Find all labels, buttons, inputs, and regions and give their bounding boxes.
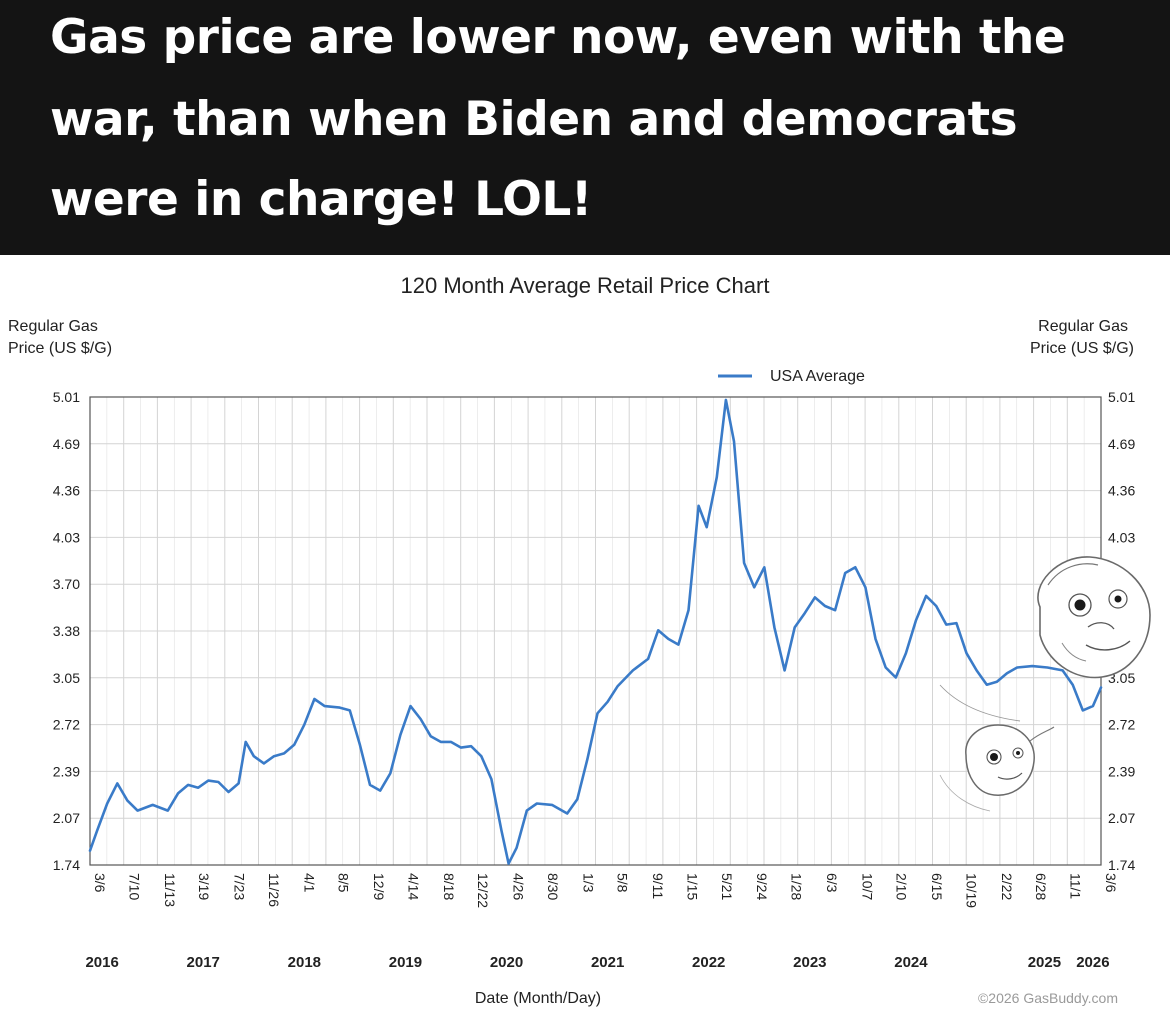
x-tick-label-17: 1/15 — [684, 873, 700, 900]
x-tick-label-23: 2/10 — [894, 873, 910, 900]
x-tick-label-13: 8/30 — [545, 873, 561, 900]
x-axis-label: Date (Month/Day) — [475, 990, 601, 1007]
y-tick-label-left-3: 4.03 — [53, 529, 80, 545]
x-tick-label-25: 10/19 — [963, 873, 979, 908]
x-tick-label-15: 5/8 — [615, 873, 631, 893]
year-label-2021: 2021 — [591, 954, 624, 971]
x-tick-label-6: 4/1 — [301, 873, 317, 893]
y-tick-label-right-2: 4.36 — [1108, 483, 1135, 499]
x-tick-label-28: 11/1 — [1068, 873, 1084, 899]
y-tick-label-left-8: 2.39 — [53, 763, 80, 779]
y-tick-label-left-4: 3.70 — [53, 576, 80, 592]
year-label-2023: 2023 — [793, 954, 826, 971]
x-tick-label-24: 6/15 — [929, 873, 945, 900]
year-label-2017: 2017 — [187, 954, 220, 971]
x-tick-label-2: 11/13 — [162, 873, 178, 907]
year-label-2022: 2022 — [692, 954, 725, 971]
x-tick-label-10: 8/18 — [441, 873, 457, 900]
x-tick-label-7: 8/5 — [336, 873, 352, 893]
caption-bar: Gas price are lower now, even with the w… — [0, 0, 1170, 255]
x-tick-label-19: 9/24 — [754, 873, 770, 900]
year-label-2024: 2024 — [894, 954, 928, 971]
sketch-face-small — [939, 684, 1055, 812]
y-tick-label-right-8: 2.39 — [1108, 763, 1135, 779]
copyright-text: ©2026 GasBuddy.com — [978, 990, 1118, 1006]
y-tick-label-left-10: 1.74 — [53, 857, 80, 873]
x-tick-label-20: 1/28 — [789, 873, 805, 900]
y-tick-label-right-10: 1.74 — [1108, 857, 1135, 873]
y-axis-label-left-line-1: Regular Gas — [8, 318, 98, 335]
y-tick-label-right-0: 5.01 — [1108, 389, 1135, 405]
y-tick-label-left-0: 5.01 — [53, 389, 80, 405]
sketch-doodles — [939, 556, 1151, 812]
y-tick-label-left-2: 4.36 — [53, 483, 80, 499]
y-tick-label-right-9: 2.07 — [1108, 810, 1135, 826]
x-tick-label-12: 4/26 — [511, 873, 527, 900]
x-tick-label-26: 2/22 — [999, 873, 1015, 900]
x-tick-label-0: 3/6 — [92, 873, 108, 893]
year-label-2025: 2025 — [1028, 954, 1061, 971]
year-label-2018: 2018 — [288, 954, 321, 971]
y-tick-label-right-1: 4.69 — [1108, 436, 1135, 452]
x-tick-label-8: 12/9 — [371, 873, 387, 900]
y-tick-label-left-1: 4.69 — [53, 436, 80, 452]
y-tick-label-right-7: 2.72 — [1108, 717, 1135, 733]
y-tick-label-left-5: 3.38 — [53, 623, 80, 639]
y-axis-label-left-line-2: Price (US $/G) — [8, 340, 112, 357]
year-label-2019: 2019 — [389, 954, 422, 971]
x-tick-label-21: 6/3 — [824, 873, 840, 893]
legend-label: USA Average — [770, 368, 865, 385]
x-tick-label-5: 11/26 — [266, 873, 282, 907]
year-label-2016: 2016 — [85, 954, 118, 971]
x-tick-label-3: 3/19 — [196, 873, 212, 900]
year-label-2020: 2020 — [490, 954, 523, 971]
x-tick-label-29: 3/6 — [1103, 873, 1119, 893]
y-tick-label-left-7: 2.72 — [53, 717, 80, 733]
chart-svg: 120 Month Average Retail Price Chart Reg… — [8, 273, 1151, 1007]
y-tick-label-left-9: 2.07 — [53, 810, 80, 826]
y-tick-label-left-6: 3.05 — [53, 670, 80, 686]
series-line-usa-average — [88, 398, 1103, 865]
x-tick-label-1: 7/10 — [126, 873, 142, 900]
y-tick-label-right-3: 4.03 — [1108, 529, 1135, 545]
gas-price-chart: 120 Month Average Retail Price Chart Reg… — [0, 255, 1170, 1011]
axes: 5.015.014.694.694.364.364.034.033.703.70… — [53, 389, 1136, 971]
sketch-face-large — [1037, 556, 1151, 679]
year-label-2026: 2026 — [1076, 954, 1109, 971]
caption-line-3: were in charge! LOL! — [50, 172, 592, 227]
x-tick-label-22: 10/7 — [859, 873, 875, 900]
x-tick-label-4: 7/23 — [232, 873, 248, 900]
caption-line-1: Gas price are lower now, even with the — [50, 10, 1066, 65]
x-tick-label-14: 1/3 — [580, 873, 596, 893]
grid — [90, 397, 1101, 865]
x-tick-label-11: 12/22 — [475, 873, 491, 908]
x-tick-label-16: 9/11 — [650, 873, 666, 899]
x-tick-label-27: 6/28 — [1033, 873, 1049, 900]
x-tick-label-9: 4/14 — [405, 873, 421, 900]
chart-title: 120 Month Average Retail Price Chart — [401, 273, 770, 298]
caption-line-2: war, than when Biden and democrats — [50, 92, 1018, 147]
series-layer — [88, 398, 1103, 865]
x-tick-label-18: 5/21 — [719, 873, 735, 900]
y-axis-label-right-line-1: Regular Gas — [1038, 318, 1128, 335]
y-axis-label-right-line-2: Price (US $/G) — [1030, 340, 1134, 357]
